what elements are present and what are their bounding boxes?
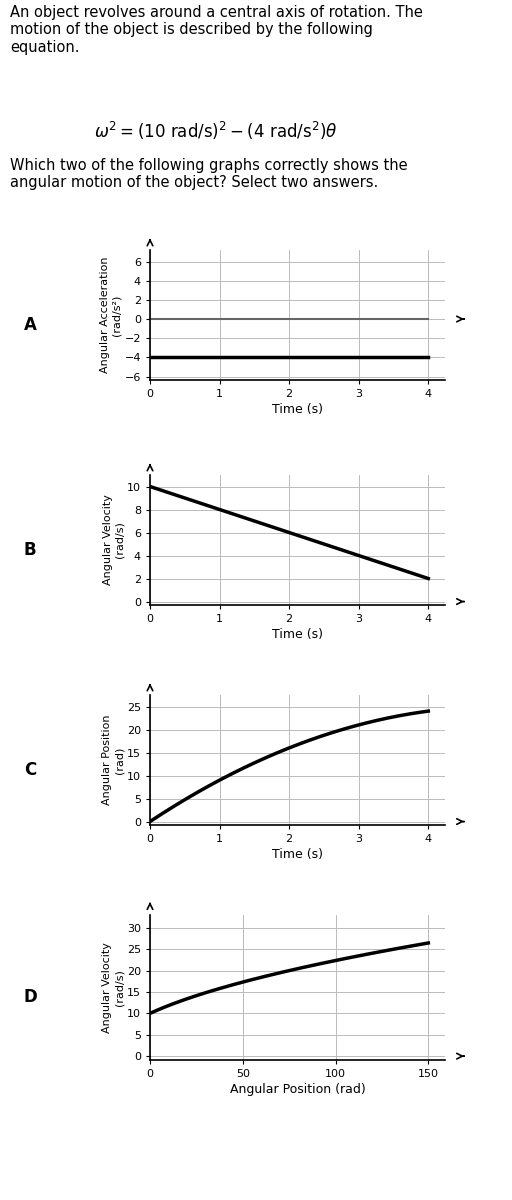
Text: $\omega^2 = (10\ \mathrm{rad/s})^2 - (4\ \mathrm{rad/s^2})\theta$: $\omega^2 = (10\ \mathrm{rad/s})^2 - (4\… <box>94 120 337 142</box>
X-axis label: Time (s): Time (s) <box>272 848 323 862</box>
Text: D: D <box>23 989 37 1007</box>
Text: B: B <box>24 541 36 559</box>
X-axis label: Time (s): Time (s) <box>272 403 323 416</box>
Text: C: C <box>24 761 36 779</box>
Text: Which two of the following graphs correctly shows the
angular motion of the obje: Which two of the following graphs correc… <box>10 158 408 191</box>
Y-axis label: Angular Position
(rad): Angular Position (rad) <box>102 715 124 805</box>
X-axis label: Time (s): Time (s) <box>272 628 323 641</box>
Y-axis label: Angular Acceleration
(rad/s²): Angular Acceleration (rad/s²) <box>100 257 122 373</box>
Y-axis label: Angular Velocity
(rad/s): Angular Velocity (rad/s) <box>102 494 124 586</box>
Y-axis label: Angular Velocity
(rad/s): Angular Velocity (rad/s) <box>102 942 124 1033</box>
X-axis label: Angular Position (rad): Angular Position (rad) <box>229 1084 366 1096</box>
Text: An object revolves around a central axis of rotation. The
motion of the object i: An object revolves around a central axis… <box>10 5 423 55</box>
Text: A: A <box>24 316 36 334</box>
